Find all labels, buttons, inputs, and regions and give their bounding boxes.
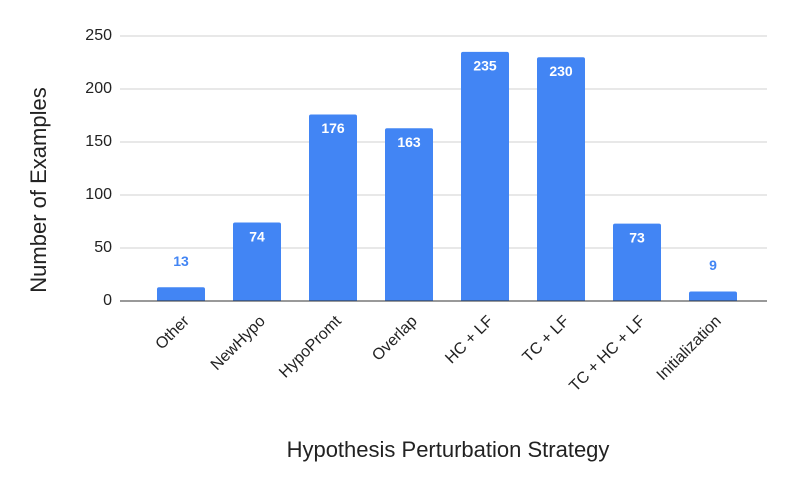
y-tick-label: 200: [85, 80, 112, 97]
y-tick-label: 150: [85, 133, 112, 150]
bar: [157, 287, 205, 301]
y-tick-label: 100: [85, 186, 112, 203]
x-tick-label: Overlap: [369, 313, 421, 365]
bar: [537, 57, 585, 302]
bar: [461, 51, 509, 302]
value-label: 235: [473, 58, 497, 74]
y-tick-label: 250: [85, 27, 112, 44]
x-tick-label: HC + LF: [442, 313, 497, 368]
y-axis-title: Number of Examples: [26, 87, 51, 292]
x-tick-label: TC + HC + LF: [566, 313, 649, 396]
x-tick-label: TC + LF: [520, 313, 573, 366]
value-label: 163: [397, 134, 421, 150]
bar: [233, 222, 281, 301]
x-tick-label: NewHypo: [208, 313, 269, 374]
x-tick-label: HypoPromt: [276, 312, 345, 381]
value-label: 74: [249, 228, 265, 244]
x-axis-title: Hypothesis Perturbation Strategy: [287, 437, 610, 462]
value-label: 230: [549, 63, 573, 79]
value-label: 176: [321, 120, 345, 136]
value-label: 73: [629, 229, 645, 245]
value-label: 13: [173, 253, 189, 269]
value-label: 9: [709, 257, 717, 273]
bar: [689, 291, 737, 301]
y-tick-label: 50: [94, 239, 112, 256]
bar: [309, 114, 357, 301]
y-tick-label: 0: [103, 292, 112, 309]
x-tick-label: Other: [152, 312, 193, 353]
x-tick-label: Initialization: [654, 313, 725, 384]
bar: [385, 128, 433, 301]
bar: [613, 223, 661, 301]
